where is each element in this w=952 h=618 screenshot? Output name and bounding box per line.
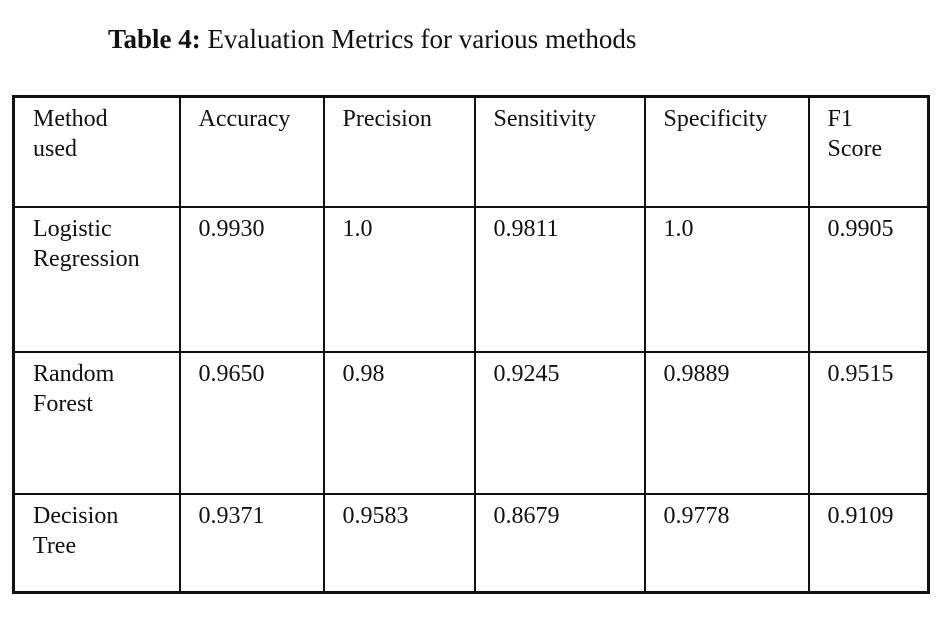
table-caption-text: Evaluation Metrics for various methods [200, 24, 637, 54]
cell-f1-score: 0.9109 [807, 492, 930, 594]
cell-sensitivity: 0.9811 [473, 205, 646, 353]
cell-f1-score: 0.9515 [807, 350, 930, 495]
evaluation-metrics-table: Method used Accuracy Precision Sensitivi… [12, 95, 930, 594]
cell-method: Logistic Regression [12, 205, 181, 353]
header-method: Method used [12, 95, 181, 208]
header-sensitivity-label: Sensitivity [493, 106, 597, 132]
cell-precision: 0.98 [322, 350, 476, 495]
header-specificity-label: Specificity [663, 106, 768, 132]
table-row: Random Forest 0.9650 0.98 0.9245 0.9889 … [12, 350, 930, 495]
header-specificity: Specificity [643, 95, 810, 208]
header-sensitivity: Sensitivity [473, 95, 646, 208]
cell-f1-score: 0.9905 [807, 205, 930, 353]
cell-precision: 0.9583 [322, 492, 476, 594]
table-header-row: Method used Accuracy Precision Sensitivi… [12, 95, 930, 208]
cell-precision: 1.0 [322, 205, 476, 353]
cell-method-text: Decision Tree [33, 502, 119, 559]
header-method-label: Method used [33, 106, 108, 162]
cell-accuracy: 0.9371 [178, 492, 325, 594]
cell-method: Random Forest [12, 350, 181, 495]
cell-sensitivity: 0.8679 [473, 492, 646, 594]
table-caption: Table 4: Evaluation Metrics for various … [108, 22, 636, 56]
cell-specificity: 0.9778 [643, 492, 810, 594]
table-row: Logistic Regression 0.9930 1.0 0.9811 1.… [12, 205, 930, 353]
cell-specificity: 0.9889 [643, 350, 810, 495]
header-f1-score: F1 Score [807, 95, 930, 208]
table-row: Decision Tree 0.9371 0.9583 0.8679 0.977… [12, 492, 930, 594]
cell-accuracy: 0.9930 [178, 205, 325, 353]
header-precision: Precision [322, 95, 476, 208]
header-accuracy-label: Accuracy [198, 106, 291, 132]
cell-sensitivity: 0.9245 [473, 350, 646, 495]
cell-method-text: Logistic Regression [33, 215, 140, 272]
cell-accuracy: 0.9650 [178, 350, 325, 495]
cell-specificity: 1.0 [643, 205, 810, 353]
cell-method: Decision Tree [12, 492, 181, 594]
header-accuracy: Accuracy [178, 95, 325, 208]
header-f1-score-label: F1 Score [827, 106, 883, 162]
table-caption-label: Table 4: [108, 24, 201, 54]
cell-method-text: Random Forest [33, 360, 115, 417]
header-precision-label: Precision [342, 106, 432, 132]
